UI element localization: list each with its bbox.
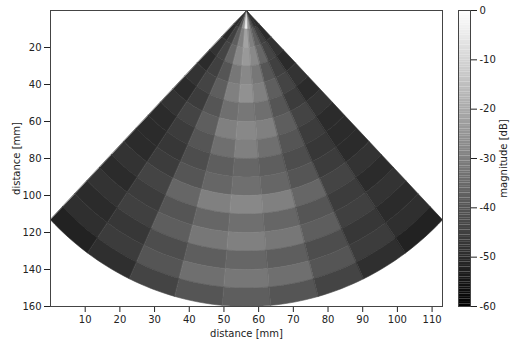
svg-text:90: 90 xyxy=(356,314,369,325)
svg-text:80: 80 xyxy=(322,314,335,325)
svg-text:magnitude [dB]: magnitude [dB] xyxy=(498,119,509,197)
svg-text:70: 70 xyxy=(287,314,300,325)
svg-text:10: 10 xyxy=(79,314,92,325)
svg-text:50: 50 xyxy=(218,314,231,325)
svg-text:30: 30 xyxy=(148,314,161,325)
svg-text:0: 0 xyxy=(480,5,486,16)
svg-text:-60: -60 xyxy=(480,301,496,312)
svg-text:60: 60 xyxy=(29,116,42,127)
svg-text:40: 40 xyxy=(29,79,42,90)
svg-text:80: 80 xyxy=(29,153,42,164)
svg-text:-50: -50 xyxy=(480,251,496,262)
svg-text:20: 20 xyxy=(29,42,42,53)
svg-text:distance [mm]: distance [mm] xyxy=(11,122,22,195)
svg-text:120: 120 xyxy=(22,227,41,238)
svg-text:-20: -20 xyxy=(480,103,496,114)
svg-text:-40: -40 xyxy=(480,202,496,213)
svg-text:40: 40 xyxy=(183,314,196,325)
svg-text:60: 60 xyxy=(252,314,265,325)
svg-text:-10: -10 xyxy=(480,54,496,65)
svg-text:140: 140 xyxy=(22,264,41,275)
svg-text:100: 100 xyxy=(388,314,407,325)
svg-text:-30: -30 xyxy=(480,153,496,164)
svg-text:100: 100 xyxy=(22,190,41,201)
svg-text:110: 110 xyxy=(423,314,442,325)
svg-text:distance [mm]: distance [mm] xyxy=(210,328,283,339)
svg-text:160: 160 xyxy=(22,301,41,312)
svg-text:20: 20 xyxy=(114,314,127,325)
